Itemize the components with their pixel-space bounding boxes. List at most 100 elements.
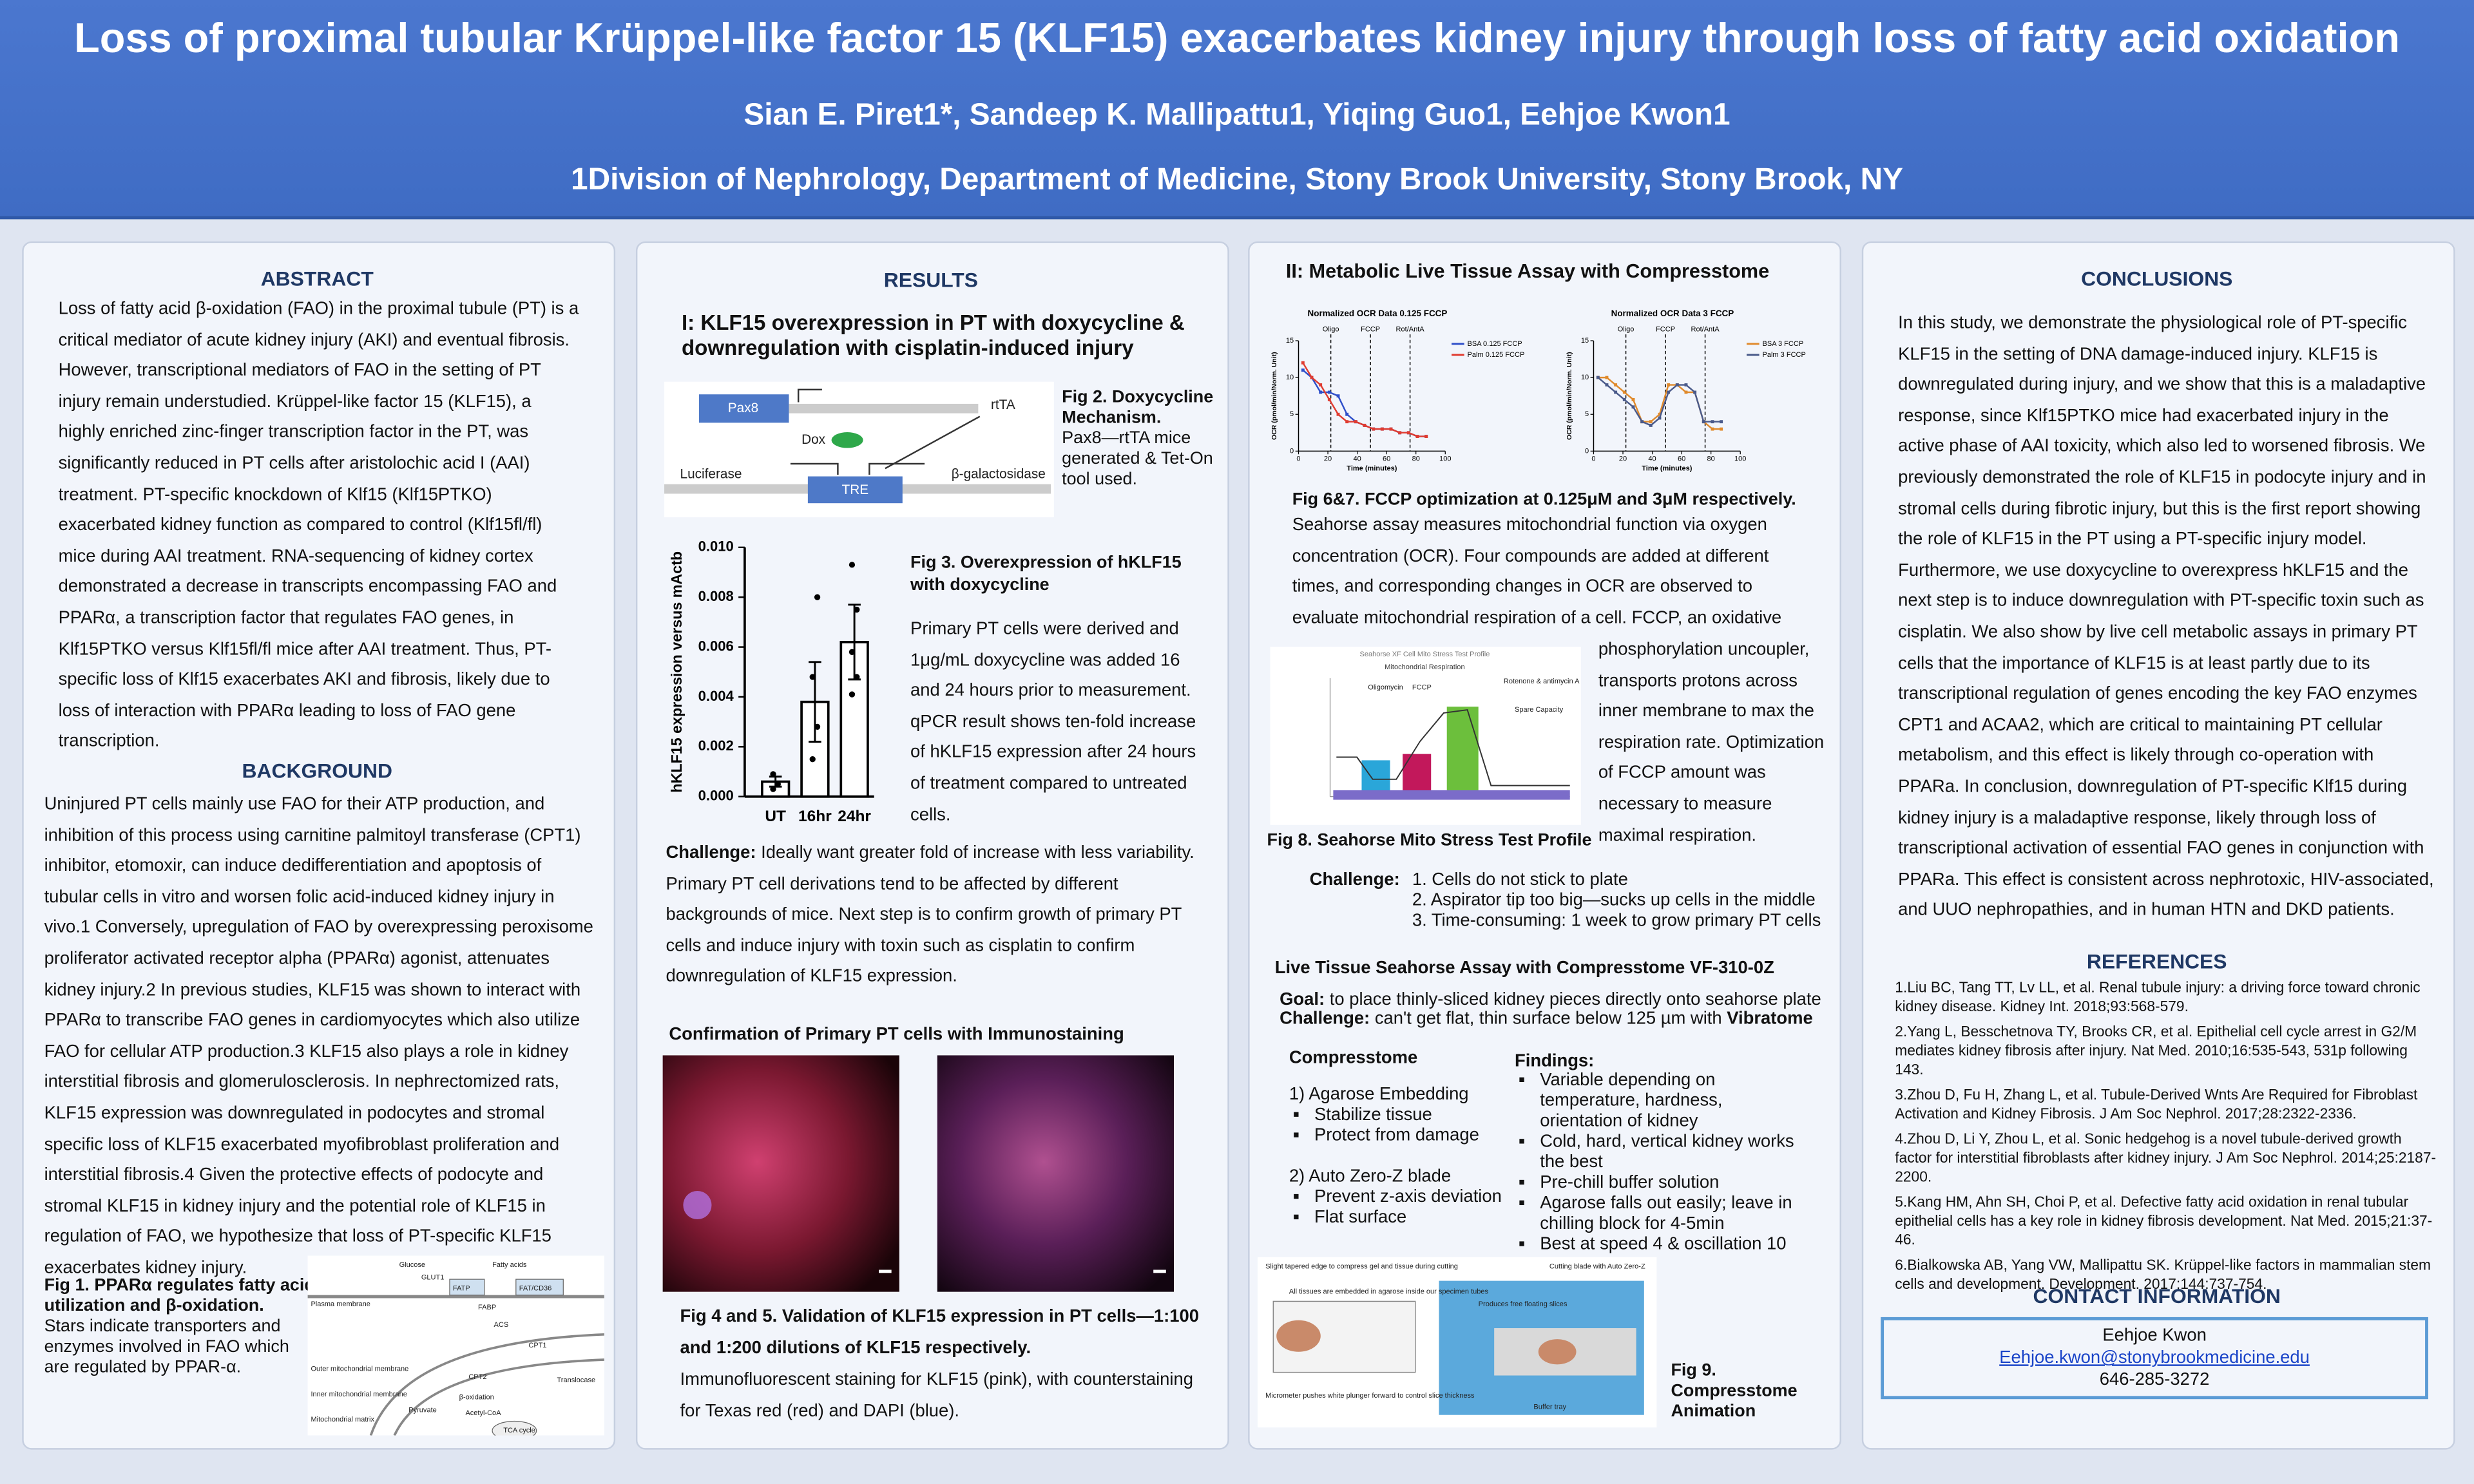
goal: Goal: to place thinly-sliced kidney piec… — [1280, 991, 1821, 1009]
y-tick-label: 0.000 — [698, 788, 734, 804]
group-title: 2) Auto Zero-Z blade — [1289, 1167, 1452, 1186]
box — [698, 394, 789, 423]
fig3-caption: Fig 3. Overexpression of hKLF15 with dox… — [910, 553, 1182, 595]
fig2-caption: Fig 2. Doxycycline Mechanism. Pax8—rtTA … — [1062, 388, 1220, 490]
background-text: Uninjured PT cells mainly use FAO for th… — [44, 795, 593, 1278]
transporter — [449, 1279, 485, 1296]
membrane — [393, 1358, 604, 1436]
diagram-label: Outer mitochondrial membrane — [311, 1365, 408, 1373]
group-item: Flat surface — [1314, 1208, 1510, 1229]
challenge-item: 3. Time-consuming: 1 week to grow primar… — [1412, 911, 1821, 931]
fig8-diagram: Seahorse XF Cell Mito Stress Test Profil… — [1270, 647, 1581, 825]
challenge-label: Challenge: — [1309, 870, 1400, 890]
annotation-label: FCCP — [1361, 326, 1380, 334]
micrograph — [937, 1055, 1175, 1292]
marker — [1354, 420, 1357, 424]
y-tick-label: 0.004 — [698, 688, 734, 704]
fig67-title: Fig 6&7. FCCP optimization at 0.125μM an… — [1292, 490, 1796, 510]
marker — [1667, 383, 1671, 387]
y-tick-label: 15 — [1581, 337, 1589, 345]
dox — [831, 432, 863, 448]
fig8-caption: Fig 8. Seahorse Mito Stress Test Profile — [1267, 831, 1592, 851]
x-tick-label: 24hr — [838, 808, 871, 825]
panel-conclusions — [1861, 241, 2455, 1450]
fig9-diagram: Slight tapered edge to compress gel and … — [1257, 1257, 1657, 1428]
marker — [1406, 431, 1410, 435]
affiliation: 1Division of Nephrology, Department of M… — [571, 162, 1903, 198]
finding: Cold, hard, vertical kidney works the be… — [1540, 1132, 1799, 1174]
label: Goal: — [1280, 990, 1325, 1010]
marker — [1319, 390, 1323, 394]
x-axis-label: Time (minutes) — [1347, 464, 1397, 472]
y-tick-label: 5 — [1290, 410, 1294, 418]
x-tick-label: 40 — [1353, 455, 1361, 463]
y-tick-label: 0 — [1585, 447, 1589, 455]
fig67-text: phosphorylation uncoupler, transports pr… — [1598, 640, 1825, 845]
x-axis-label: Time (minutes) — [1642, 464, 1692, 472]
title: Loss of proximal tubular Krüppel-like fa… — [74, 14, 2400, 62]
diagram-label: Spare Capacity — [1515, 706, 1564, 714]
x-tick-label: 20 — [1619, 455, 1627, 463]
legend-label: BSA 3 FCCP — [1763, 340, 1804, 348]
tissue — [1538, 1339, 1577, 1365]
x-tick-label: 0 — [1296, 455, 1300, 463]
abstract-text: Loss of fatty acid β-oxidation (FAO) in … — [58, 300, 579, 752]
finding: Variable depending on temperature, hardn… — [1540, 1071, 1799, 1133]
fig6-chart: Normalized OCR Data 0.125 FCCP 0 5 10 15 0 20 4… — [1271, 309, 1525, 472]
heading: BACKGROUND — [242, 758, 392, 783]
y-tick-label: 0.010 — [698, 538, 734, 555]
marker — [1327, 390, 1331, 394]
diagram-label: β-oxidation — [459, 1394, 494, 1402]
x-tick-label: 100 — [1439, 455, 1451, 463]
conclusions-text: In this study, we demonstrate the physio… — [1898, 314, 2434, 920]
diagram-label: FCCP — [1412, 684, 1432, 692]
y-axis-label: OCR (pmol/min/Norm. Unit) — [1566, 352, 1573, 440]
gene-bar — [789, 403, 979, 414]
region — [1446, 707, 1479, 797]
diagram-label: TCA cycle — [503, 1427, 535, 1434]
diagram-label: Buffer tray — [1533, 1403, 1566, 1411]
finding: Agarose falls out easily; leave in chill… — [1540, 1194, 1799, 1235]
marker — [1720, 427, 1723, 431]
y-tick-label: 10 — [1581, 374, 1589, 381]
marker — [1614, 383, 1618, 387]
diagram-label: CPT2 — [468, 1373, 486, 1381]
marker — [1675, 383, 1679, 387]
text: to place thinly-sliced kidney pieces dir… — [1329, 990, 1821, 1010]
chart-title: Normalized OCR Data 3 FCCP — [1611, 309, 1734, 318]
y-tick-label: 0.006 — [698, 638, 734, 654]
data-point — [770, 771, 776, 777]
diagram-label: Oligomycin — [1368, 684, 1403, 692]
marker — [1398, 431, 1402, 435]
marker — [1667, 390, 1671, 394]
caption-title: Fig 2. Doxycycline Mechanism. — [1062, 388, 1214, 428]
annotation-label: Oligo — [1618, 326, 1635, 334]
marker — [1363, 423, 1366, 427]
references: 1.Liu BC, Tang TT, Lv LL, et al. Renal t… — [1895, 978, 2439, 1300]
marker — [1622, 390, 1626, 394]
data-point — [854, 606, 860, 613]
contact-email[interactable]: Eehjoe.kwon@stonybrookmedicine.edu — [1999, 1348, 2310, 1368]
marker — [1658, 416, 1662, 420]
authors: Sian E. Piret1*, Sandeep K. Mallipattu1,… — [743, 97, 1731, 133]
reference: 2.Yang L, Besschetnova TY, Brooks CR, et… — [1895, 1023, 2417, 1078]
marker — [1693, 390, 1697, 394]
findings-list: Variable depending on temperature, hardn… — [1515, 1071, 1799, 1256]
diagram-label: Fatty acids — [492, 1261, 527, 1269]
fig1-caption: Fig 1. PPARα regulates fatty acid utiliz… — [44, 1276, 316, 1378]
group-item: Protect from damage — [1314, 1127, 1510, 1147]
reference: 4.Zhou D, Li Y, Zhou L, et al. Sonic hed… — [1895, 1130, 2437, 1185]
image — [937, 1055, 1175, 1292]
legend-label: Palm 0.125 FCCP — [1468, 351, 1525, 359]
data-point — [814, 723, 821, 730]
fig7-chart: Normalized OCR Data 3 FCCP 0 5 10 15 0 20 40 60 8… — [1566, 309, 1806, 472]
results-challenge: Challenge: Ideally want greater fold of … — [666, 839, 1218, 994]
fig2-diagram: Pax8 rtTA Dox Luciferase TRE β-galactosidase — [664, 381, 1054, 518]
marker — [1720, 420, 1723, 424]
transporter — [515, 1279, 564, 1296]
data-point — [849, 691, 856, 698]
group-title: 1) Agarose Embedding — [1289, 1085, 1469, 1105]
challenge-item: 1. Cells do not stick to plate — [1412, 870, 1628, 890]
marker — [1380, 427, 1384, 431]
